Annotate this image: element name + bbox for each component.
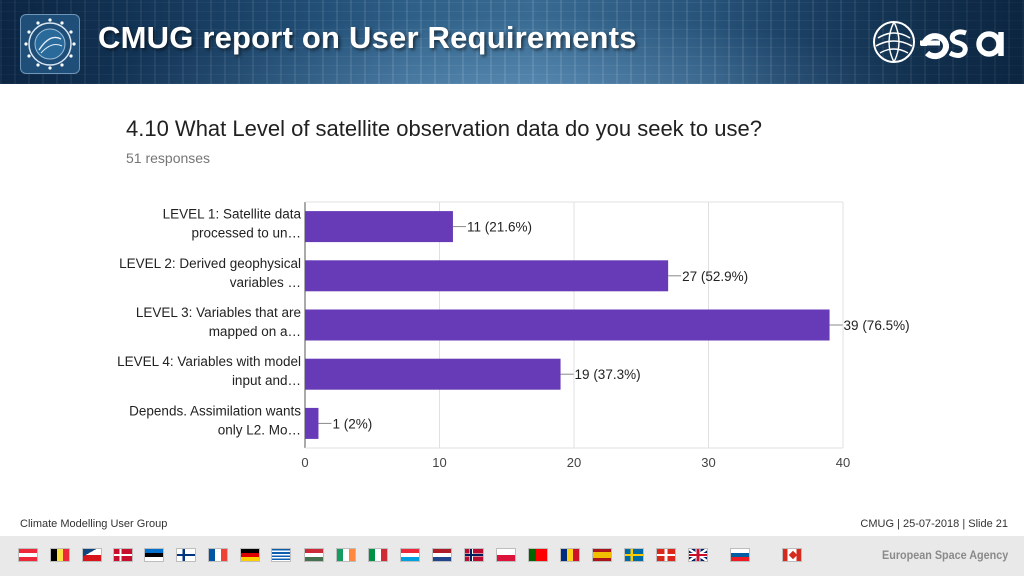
- x-tick-label: 10: [432, 455, 446, 470]
- header-banner: CMUG report on User Requirements: [0, 0, 1024, 84]
- bar: [305, 309, 830, 341]
- category-label: variables …: [230, 275, 301, 290]
- data-label: 11 (21.6%): [467, 220, 532, 235]
- flag-canada-icon: [782, 548, 802, 562]
- bar: [305, 407, 319, 439]
- flag-netherlands-icon: [432, 548, 452, 562]
- flag-united-kingdom-icon: [688, 548, 708, 562]
- data-label: 39 (76.5%): [844, 318, 910, 333]
- flag-hungary-icon: [304, 548, 324, 562]
- flag-portugal-icon: [528, 548, 548, 562]
- flag-romania-icon: [560, 548, 580, 562]
- slide-title: CMUG report on User Requirements: [98, 20, 637, 55]
- bar: [305, 358, 561, 390]
- category-label: processed to un…: [191, 226, 301, 241]
- flag-switzerland-icon: [656, 548, 676, 562]
- flag-slovenia-icon: [730, 548, 750, 562]
- bar: [305, 211, 453, 243]
- flag-denmark-icon: [113, 548, 133, 562]
- flag-poland-icon: [496, 548, 516, 562]
- bar-chart: 0 10 20 30 40 LEVEL 1: Satellite data processe…: [117, 201, 910, 470]
- x-tick-label: 0: [301, 455, 308, 470]
- flag-spain-icon: [592, 548, 612, 562]
- category-label: mapped on a…: [209, 324, 301, 339]
- flag-czech-republic-icon: [82, 548, 102, 562]
- footer-organisation: Climate Modelling User Group: [20, 518, 168, 530]
- category-label: LEVEL 3: Variables that are: [136, 305, 301, 320]
- category-label: LEVEL 2: Derived geophysical: [119, 256, 301, 271]
- category-label: LEVEL 4: Variables with model: [117, 354, 301, 369]
- flag-germany-icon: [240, 548, 260, 562]
- bar: [305, 260, 669, 292]
- category-label: Depends. Assimilation wants: [129, 403, 301, 418]
- flag-estonia-icon: [144, 548, 164, 562]
- flag-greece-icon: [271, 548, 291, 562]
- category-label: only L2. Mo…: [218, 422, 301, 437]
- flag-norway-icon: [464, 548, 484, 562]
- data-label: 1 (2%): [332, 416, 372, 431]
- category-label: input and…: [232, 373, 301, 388]
- category-label: LEVEL 1: Satellite data: [163, 207, 302, 222]
- flag-austria-icon: [18, 548, 38, 562]
- cmug-logo-icon: [20, 14, 80, 74]
- data-label: 19 (37.3%): [575, 367, 641, 382]
- x-tick-label: 30: [701, 455, 715, 470]
- esa-logo-icon: [870, 16, 1010, 68]
- flag-luxembourg-icon: [400, 548, 420, 562]
- flag-belgium-icon: [50, 548, 70, 562]
- flag-france-icon: [208, 548, 228, 562]
- data-label: 27 (52.9%): [682, 269, 748, 284]
- footer-slide-info: CMUG | 25-07-2018 | Slide 21: [860, 518, 1008, 530]
- question-title: 4.10 What Level of satellite observation…: [126, 116, 762, 141]
- x-tick-label: 20: [567, 455, 581, 470]
- flag-sweden-icon: [624, 548, 644, 562]
- flag-italy-icon: [368, 548, 388, 562]
- response-count: 51 responses: [126, 150, 211, 166]
- footer-agency-name: European Space Agency: [881, 548, 1008, 562]
- x-tick-label: 40: [836, 455, 850, 470]
- flag-ireland-icon: [336, 548, 356, 562]
- flag-finland-icon: [176, 548, 196, 562]
